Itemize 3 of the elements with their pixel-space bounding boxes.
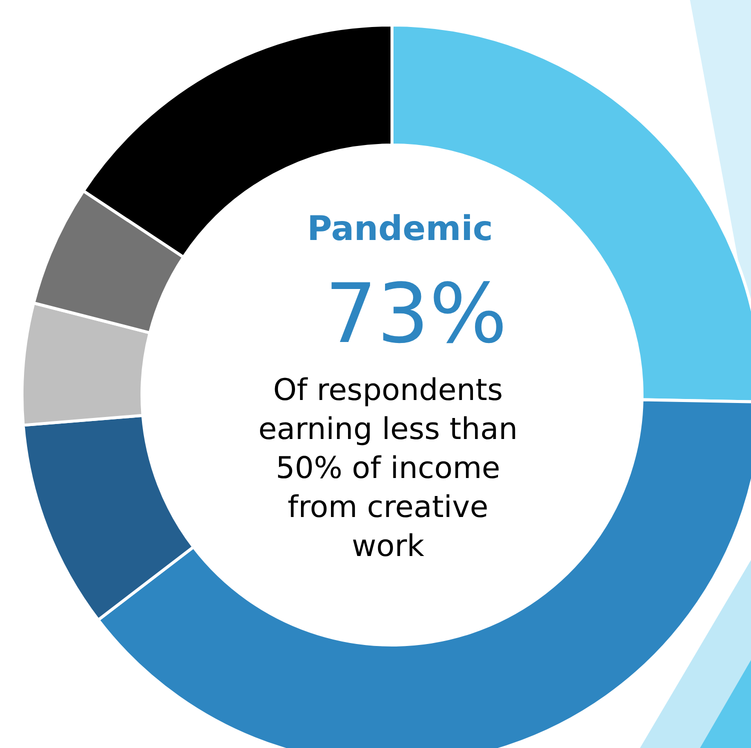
text: Of respondents earning less than 50% of income from creative work	[258, 373, 518, 564]
text: 73%	[324, 267, 508, 362]
text: Pandemic	[307, 209, 493, 249]
